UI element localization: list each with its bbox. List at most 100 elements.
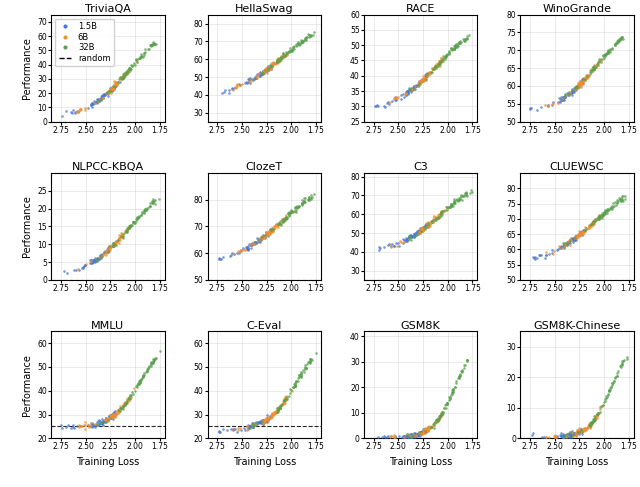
Point: [104, 88, 114, 96]
Point: [445, 393, 455, 401]
Point: [260, 67, 270, 75]
Point: [438, 207, 448, 215]
Point: [595, 212, 605, 220]
Point: [88, 257, 99, 265]
Point: [394, 242, 404, 249]
Point: [257, 70, 267, 77]
Point: [279, 217, 289, 225]
Point: [594, 212, 604, 220]
Point: [303, 196, 314, 204]
Point: [598, 208, 609, 216]
Title: C3: C3: [413, 162, 428, 172]
Y-axis label: Performance: Performance: [22, 195, 32, 258]
Point: [129, 385, 139, 393]
Point: [449, 41, 460, 49]
Point: [122, 226, 132, 234]
Point: [452, 197, 463, 205]
Point: [294, 40, 304, 48]
Point: [275, 54, 285, 62]
Point: [145, 199, 156, 207]
Point: [120, 400, 130, 408]
Point: [447, 202, 458, 210]
Point: [106, 242, 116, 250]
Point: [437, 409, 447, 416]
Point: [303, 195, 314, 203]
Point: [418, 225, 428, 233]
Point: [138, 53, 148, 61]
Point: [109, 241, 120, 249]
Point: [261, 231, 271, 239]
Point: [94, 416, 104, 424]
Point: [576, 425, 586, 433]
Point: [135, 53, 145, 61]
Point: [234, 424, 244, 431]
Point: [432, 214, 442, 222]
Point: [99, 91, 109, 99]
Point: [276, 53, 286, 60]
Point: [103, 90, 113, 97]
Point: [610, 41, 620, 49]
Point: [97, 419, 108, 427]
Point: [142, 365, 152, 373]
Point: [91, 98, 101, 106]
Point: [118, 401, 128, 409]
Point: [561, 241, 572, 248]
Point: [591, 216, 601, 224]
Title: TriviaQA: TriviaQA: [85, 4, 131, 14]
Point: [442, 204, 452, 211]
Point: [286, 208, 296, 216]
Point: [95, 252, 106, 260]
Point: [461, 189, 471, 197]
Point: [426, 68, 436, 76]
Point: [615, 35, 625, 43]
Point: [75, 105, 85, 112]
Point: [569, 430, 579, 438]
Point: [398, 236, 408, 244]
Point: [128, 61, 138, 69]
Point: [282, 214, 292, 222]
Point: [94, 251, 104, 259]
Point: [556, 243, 566, 250]
Point: [593, 216, 604, 224]
Point: [620, 356, 630, 364]
Point: [109, 84, 119, 92]
Point: [275, 404, 285, 412]
Point: [417, 224, 427, 232]
Point: [132, 58, 142, 66]
Point: [117, 404, 127, 412]
Point: [381, 99, 392, 107]
Point: [129, 387, 140, 395]
Point: [420, 429, 431, 437]
Point: [259, 417, 269, 425]
Point: [264, 226, 275, 234]
Point: [540, 101, 550, 109]
Point: [228, 425, 239, 432]
Point: [148, 359, 159, 367]
Point: [292, 202, 302, 210]
Point: [618, 357, 628, 365]
Point: [85, 257, 95, 264]
Point: [252, 236, 262, 244]
Point: [99, 91, 109, 99]
Point: [234, 249, 244, 257]
Point: [138, 372, 148, 380]
Point: [563, 238, 573, 246]
Point: [106, 87, 116, 94]
Point: [582, 72, 593, 80]
Point: [401, 433, 411, 441]
Point: [98, 417, 108, 425]
Point: [454, 197, 464, 205]
Point: [74, 266, 84, 274]
Point: [141, 206, 152, 214]
Point: [433, 59, 443, 67]
Point: [411, 231, 421, 239]
Point: [577, 229, 587, 237]
Point: [111, 411, 121, 418]
Point: [117, 230, 127, 238]
Point: [123, 225, 133, 232]
Point: [278, 400, 288, 408]
Point: [600, 206, 610, 214]
Point: [435, 212, 445, 220]
Point: [143, 363, 154, 371]
Point: [255, 235, 266, 243]
